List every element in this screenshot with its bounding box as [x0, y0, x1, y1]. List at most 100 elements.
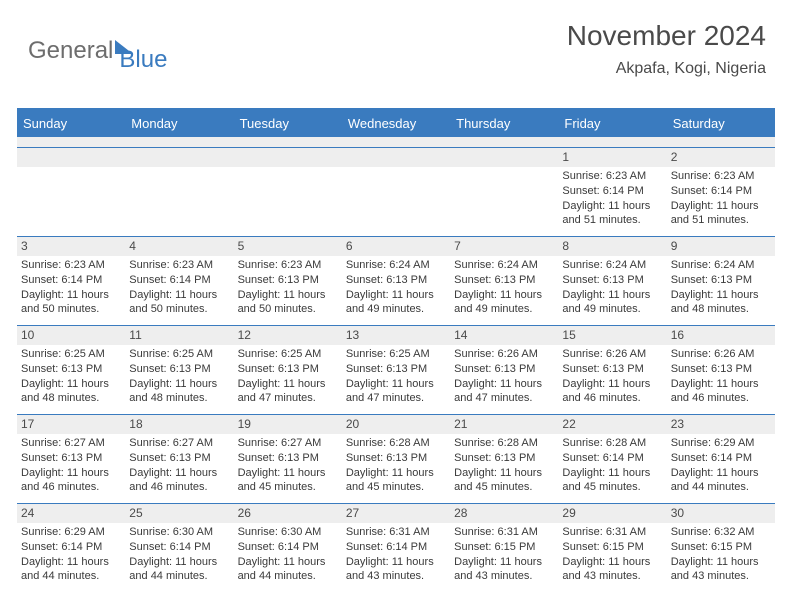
location: Akpafa, Kogi, Nigeria: [567, 60, 766, 78]
day-cell: 8Sunrise: 6:24 AMSunset: 6:13 PMDaylight…: [558, 237, 666, 325]
day-sunrise: Sunrise: 6:24 AM: [454, 259, 554, 273]
day-number: 16: [667, 326, 775, 345]
day-sunset: Sunset: 6:13 PM: [454, 363, 554, 377]
day-daylight1: Daylight: 11 hours: [21, 289, 121, 303]
day-sunset: Sunset: 6:14 PM: [129, 541, 229, 555]
logo-text-blue: Blue: [119, 46, 167, 74]
day-daylight2: and 50 minutes.: [129, 303, 229, 317]
day-sunset: Sunset: 6:13 PM: [129, 363, 229, 377]
day-daylight1: Daylight: 11 hours: [671, 467, 771, 481]
day-cell: 29Sunrise: 6:31 AMSunset: 6:15 PMDayligh…: [558, 504, 666, 592]
day-sunset: Sunset: 6:15 PM: [454, 541, 554, 555]
weeks-container: 1Sunrise: 6:23 AMSunset: 6:14 PMDaylight…: [17, 147, 775, 592]
day-sunrise: Sunrise: 6:26 AM: [454, 348, 554, 362]
day-daylight2: and 45 minutes.: [346, 481, 446, 495]
day-number: 14: [450, 326, 558, 345]
day-daylight2: and 50 minutes.: [21, 303, 121, 317]
day-sunrise: Sunrise: 6:28 AM: [346, 437, 446, 451]
day-daylight2: and 49 minutes.: [346, 303, 446, 317]
day-cell: 14Sunrise: 6:26 AMSunset: 6:13 PMDayligh…: [450, 326, 558, 414]
day-sunset: Sunset: 6:13 PM: [562, 363, 662, 377]
day-sunset: Sunset: 6:13 PM: [671, 274, 771, 288]
day-sunset: Sunset: 6:13 PM: [346, 274, 446, 288]
day-sunrise: Sunrise: 6:31 AM: [346, 526, 446, 540]
day-daylight1: Daylight: 11 hours: [21, 378, 121, 392]
day-sunrise: Sunrise: 6:29 AM: [21, 526, 121, 540]
day-sunset: Sunset: 6:13 PM: [129, 452, 229, 466]
day-cell: 22Sunrise: 6:28 AMSunset: 6:14 PMDayligh…: [558, 415, 666, 503]
day-daylight1: Daylight: 11 hours: [129, 378, 229, 392]
week-row: 10Sunrise: 6:25 AMSunset: 6:13 PMDayligh…: [17, 325, 775, 414]
week-row: 3Sunrise: 6:23 AMSunset: 6:14 PMDaylight…: [17, 236, 775, 325]
day-daylight2: and 43 minutes.: [454, 570, 554, 584]
day-sunset: Sunset: 6:13 PM: [238, 452, 338, 466]
day-number: 23: [667, 415, 775, 434]
day-sunrise: Sunrise: 6:28 AM: [454, 437, 554, 451]
day-daylight1: Daylight: 11 hours: [454, 289, 554, 303]
day-header-wed: Wednesday: [342, 110, 450, 137]
logo-text-general: General: [28, 37, 113, 65]
day-cell: 21Sunrise: 6:28 AMSunset: 6:13 PMDayligh…: [450, 415, 558, 503]
week-row: 1Sunrise: 6:23 AMSunset: 6:14 PMDaylight…: [17, 147, 775, 236]
day-daylight2: and 43 minutes.: [671, 570, 771, 584]
day-sunrise: Sunrise: 6:23 AM: [671, 170, 771, 184]
day-cell: 19Sunrise: 6:27 AMSunset: 6:13 PMDayligh…: [234, 415, 342, 503]
day-sunset: Sunset: 6:13 PM: [454, 274, 554, 288]
day-number: 6: [342, 237, 450, 256]
day-sunrise: Sunrise: 6:32 AM: [671, 526, 771, 540]
day-number: 7: [450, 237, 558, 256]
day-sunrise: Sunrise: 6:29 AM: [671, 437, 771, 451]
day-cell: 4Sunrise: 6:23 AMSunset: 6:14 PMDaylight…: [125, 237, 233, 325]
day-number: 24: [17, 504, 125, 523]
day-sunset: Sunset: 6:14 PM: [21, 274, 121, 288]
day-cell: 23Sunrise: 6:29 AMSunset: 6:14 PMDayligh…: [667, 415, 775, 503]
day-number: 1: [558, 148, 666, 167]
day-number: 18: [125, 415, 233, 434]
day-cell: 10Sunrise: 6:25 AMSunset: 6:13 PMDayligh…: [17, 326, 125, 414]
day-cell: 16Sunrise: 6:26 AMSunset: 6:13 PMDayligh…: [667, 326, 775, 414]
day-cell: 12Sunrise: 6:25 AMSunset: 6:13 PMDayligh…: [234, 326, 342, 414]
day-cell: 30Sunrise: 6:32 AMSunset: 6:15 PMDayligh…: [667, 504, 775, 592]
day-daylight2: and 45 minutes.: [238, 481, 338, 495]
day-number: 20: [342, 415, 450, 434]
day-sunrise: Sunrise: 6:25 AM: [238, 348, 338, 362]
day-sunrise: Sunrise: 6:23 AM: [21, 259, 121, 273]
day-cell: 6Sunrise: 6:24 AMSunset: 6:13 PMDaylight…: [342, 237, 450, 325]
day-number: 19: [234, 415, 342, 434]
day-sunset: Sunset: 6:14 PM: [238, 541, 338, 555]
day-header-thu: Thursday: [450, 110, 558, 137]
day-daylight1: Daylight: 11 hours: [562, 556, 662, 570]
day-daylight1: Daylight: 11 hours: [346, 556, 446, 570]
day-daylight1: Daylight: 11 hours: [562, 289, 662, 303]
day-number: 8: [558, 237, 666, 256]
day-daylight1: Daylight: 11 hours: [562, 200, 662, 214]
month-title: November 2024: [567, 20, 766, 52]
day-header-fri: Friday: [558, 110, 666, 137]
day-daylight2: and 43 minutes.: [346, 570, 446, 584]
day-daylight2: and 43 minutes.: [562, 570, 662, 584]
day-cell: 11Sunrise: 6:25 AMSunset: 6:13 PMDayligh…: [125, 326, 233, 414]
day-number: 13: [342, 326, 450, 345]
header: November 2024 Akpafa, Kogi, Nigeria: [567, 20, 766, 78]
day-daylight1: Daylight: 11 hours: [129, 289, 229, 303]
empty-num-bar: [234, 148, 342, 167]
day-cell: 18Sunrise: 6:27 AMSunset: 6:13 PMDayligh…: [125, 415, 233, 503]
day-sunset: Sunset: 6:13 PM: [454, 452, 554, 466]
day-sunrise: Sunrise: 6:24 AM: [562, 259, 662, 273]
day-number: 30: [667, 504, 775, 523]
day-daylight2: and 45 minutes.: [454, 481, 554, 495]
day-daylight1: Daylight: 11 hours: [671, 289, 771, 303]
day-number: 22: [558, 415, 666, 434]
day-daylight1: Daylight: 11 hours: [238, 378, 338, 392]
day-sunrise: Sunrise: 6:30 AM: [129, 526, 229, 540]
day-daylight1: Daylight: 11 hours: [129, 467, 229, 481]
day-number: 12: [234, 326, 342, 345]
empty-num-bar: [125, 148, 233, 167]
day-daylight1: Daylight: 11 hours: [129, 556, 229, 570]
week-row: 24Sunrise: 6:29 AMSunset: 6:14 PMDayligh…: [17, 503, 775, 592]
day-daylight1: Daylight: 11 hours: [562, 467, 662, 481]
day-daylight2: and 45 minutes.: [562, 481, 662, 495]
day-sunrise: Sunrise: 6:31 AM: [454, 526, 554, 540]
day-number: 27: [342, 504, 450, 523]
day-number: 4: [125, 237, 233, 256]
